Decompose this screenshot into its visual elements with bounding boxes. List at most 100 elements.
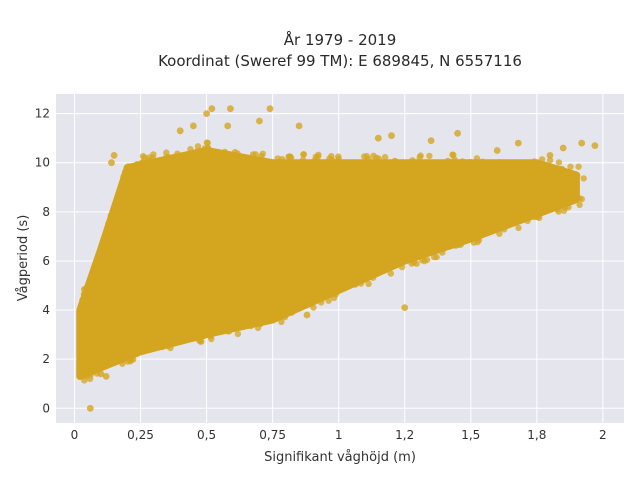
scatter-point <box>315 151 322 158</box>
scatter-point <box>538 156 546 163</box>
x-tick-label: 2 <box>599 428 607 442</box>
x-tick-label: 1 <box>335 428 343 442</box>
scatter-point <box>299 156 307 163</box>
scatter-points <box>76 105 599 412</box>
scatter-point <box>398 263 406 271</box>
scatter-point <box>556 166 563 173</box>
scatter-point <box>97 370 105 378</box>
scatter-point <box>444 157 452 165</box>
scatter-point <box>281 313 289 321</box>
scatter-point <box>197 147 204 155</box>
scatter-point <box>146 346 153 353</box>
x-tick-labels: 0 0,25 0,5 0,75 1 1,2 1,5 1,8 2 <box>71 428 607 442</box>
scatter-point <box>193 335 200 342</box>
scatter-point <box>79 336 86 343</box>
scatter-point <box>374 134 382 142</box>
scatter-point <box>531 158 538 165</box>
scatter-point <box>199 333 207 340</box>
scatter-point <box>287 153 294 160</box>
scatter-point <box>565 204 572 211</box>
scatter-point <box>419 257 426 264</box>
scatter-point <box>458 159 466 166</box>
scatter-point <box>227 105 234 113</box>
scatter-point <box>391 157 398 165</box>
scatter-point <box>302 301 309 309</box>
scatter-point <box>135 164 143 171</box>
scatter-point <box>474 238 481 246</box>
scatter-point <box>174 150 181 157</box>
scatter-point <box>324 162 331 170</box>
x-tick-label: 1,8 <box>527 428 546 442</box>
x-tick-label: 1,2 <box>395 428 414 442</box>
scatter-point <box>295 122 303 130</box>
scatter-point <box>360 161 367 168</box>
scatter-point <box>234 330 242 338</box>
scatter-point <box>79 350 86 358</box>
scatter-point <box>442 241 449 248</box>
scatter-point <box>105 220 112 227</box>
scatter-point <box>83 284 90 292</box>
scatter-point <box>503 221 510 228</box>
scatter-point <box>426 152 433 160</box>
scatter-point <box>165 154 173 161</box>
scatter-point <box>190 122 197 130</box>
scatter-point <box>555 208 562 215</box>
scatter-point <box>546 152 554 159</box>
scatter-point <box>113 198 121 206</box>
scatter-point <box>314 158 322 165</box>
scatter-point <box>107 212 115 219</box>
x-tick-label: 0 <box>71 428 79 442</box>
scatter-point <box>578 195 585 203</box>
scatter-point <box>278 318 285 326</box>
scatter-point <box>568 172 575 179</box>
scatter-point <box>517 161 525 168</box>
scatter-point <box>501 226 508 233</box>
x-tick-label: 0,5 <box>197 428 216 442</box>
scatter-point <box>303 311 311 319</box>
scatter-point <box>325 297 332 304</box>
scatter-point <box>496 230 503 237</box>
scatter-point <box>245 158 252 165</box>
scatter-point <box>204 139 211 147</box>
scatter-point <box>464 160 471 167</box>
scatter-point <box>352 281 359 288</box>
scatter-point <box>575 163 582 170</box>
scatter-point <box>102 373 110 380</box>
scatter-point <box>357 280 365 287</box>
scatter-point <box>125 167 133 174</box>
scatter-point <box>256 117 263 125</box>
scatter-point <box>385 162 392 169</box>
scatter-point <box>541 163 548 170</box>
y-tick-labels: 0 2 4 6 8 10 12 <box>35 107 50 416</box>
scatter-point <box>473 155 481 162</box>
scatter-point <box>187 146 194 153</box>
scatter-point <box>305 160 312 167</box>
scatter-point <box>365 280 372 287</box>
scatter-point <box>433 253 440 261</box>
scatter-point <box>559 144 567 152</box>
scatter-point <box>80 291 88 298</box>
scatter-point <box>375 155 382 162</box>
scatter-point <box>255 156 262 163</box>
y-tick-label: 0 <box>42 401 50 415</box>
scatter-point <box>348 183 356 191</box>
scatter-point <box>335 153 342 160</box>
scatter-point <box>561 169 568 177</box>
scatter-point <box>365 161 372 168</box>
scatter-point <box>427 137 435 145</box>
scatter-point <box>130 356 137 363</box>
scatter-point <box>79 297 86 304</box>
scatter-point <box>208 105 216 113</box>
scatter-point <box>555 159 563 166</box>
scatter-point <box>119 360 126 367</box>
scatter-point <box>512 162 520 169</box>
scatter-point <box>204 145 211 152</box>
scatter-point <box>279 156 286 163</box>
scatter-point <box>419 160 426 168</box>
scatter-point <box>224 328 232 335</box>
scatter-point <box>318 299 325 306</box>
scatter-point <box>176 127 184 135</box>
scatter-point <box>81 377 88 384</box>
scatter-point <box>288 309 295 316</box>
y-tick-label: 2 <box>42 352 50 366</box>
